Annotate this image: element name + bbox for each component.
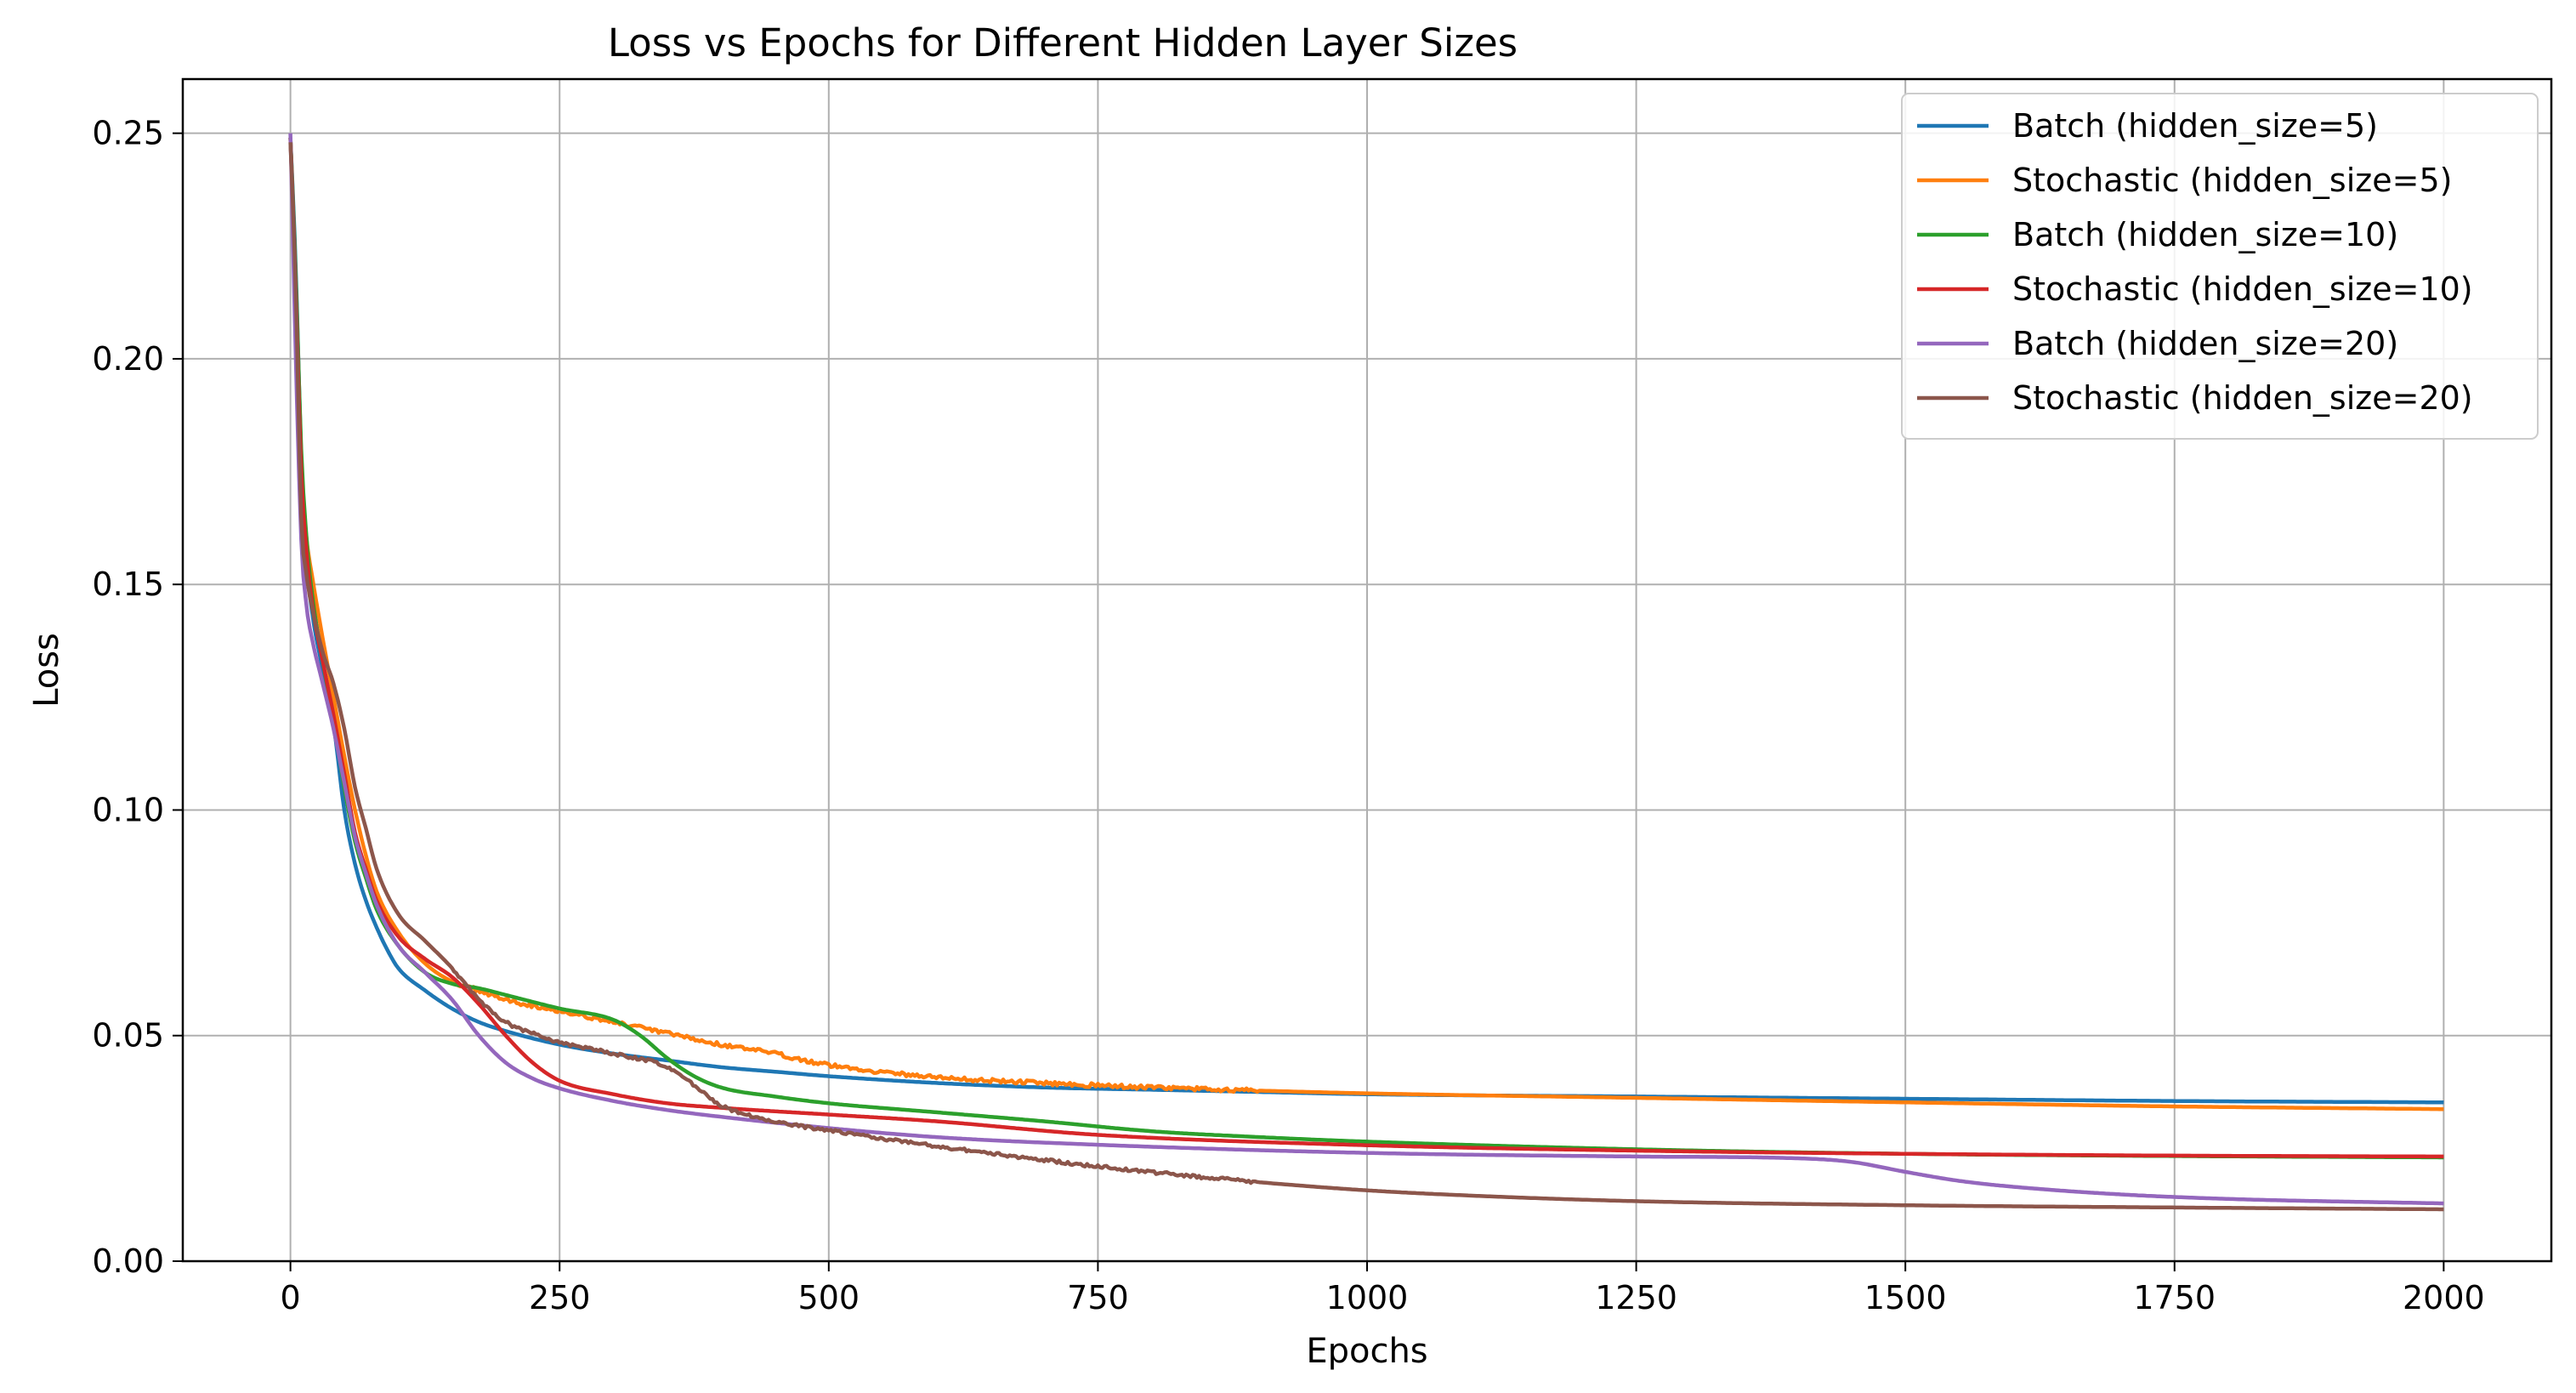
x-tick-label: 750 [1067,1279,1129,1316]
x-tick-label: 0 [281,1279,301,1316]
y-tick-label: 0.20 [92,340,164,378]
legend-label: Batch (hidden_size=20) [2012,325,2398,362]
legend-label: Batch (hidden_size=10) [2012,216,2398,253]
series-line-5 [288,133,2444,1206]
legend-box [1901,93,2539,440]
series-lines [288,133,2444,1212]
x-tick-label: 500 [798,1279,860,1316]
x-tick-label: 1250 [1595,1279,1677,1316]
y-tick-label: 0.25 [92,115,164,152]
legend-label: Stochastic (hidden_size=20) [2012,379,2473,417]
x-axis-ticks: 0 250 500 750 1000 1250 1500 1750 2000 [281,1261,2485,1316]
x-tick-label: 2000 [2403,1279,2485,1316]
y-axis-label: Loss [27,633,66,708]
legend-label: Batch (hidden_size=5) [2012,107,2378,145]
series-line-6 [288,142,2444,1212]
legend: Batch (hidden_size=5) Stochastic (hidden_… [1901,93,2539,440]
x-tick-label: 1500 [1864,1279,1947,1316]
x-tick-label: 1000 [1326,1279,1409,1316]
chart-title: Loss vs Epochs for Different Hidden Laye… [608,20,1518,65]
y-tick-label: 0.15 [92,566,164,603]
x-tick-label: 250 [529,1279,591,1316]
y-tick-label: 0.10 [92,791,164,828]
series-line-2 [288,137,2444,1112]
y-tick-label: 0.00 [92,1242,164,1280]
x-tick-label: 1750 [2133,1279,2216,1316]
y-tick-label: 0.05 [92,1017,164,1055]
series-line-4 [288,137,2444,1159]
legend-label: Stochastic (hidden_size=5) [2012,162,2452,199]
y-axis-ticks: 0.00 0.05 0.10 0.15 0.20 0.25 [92,115,183,1280]
legend-label: Stochastic (hidden_size=10) [2012,270,2473,308]
x-axis-label: Epochs [1306,1332,1427,1371]
